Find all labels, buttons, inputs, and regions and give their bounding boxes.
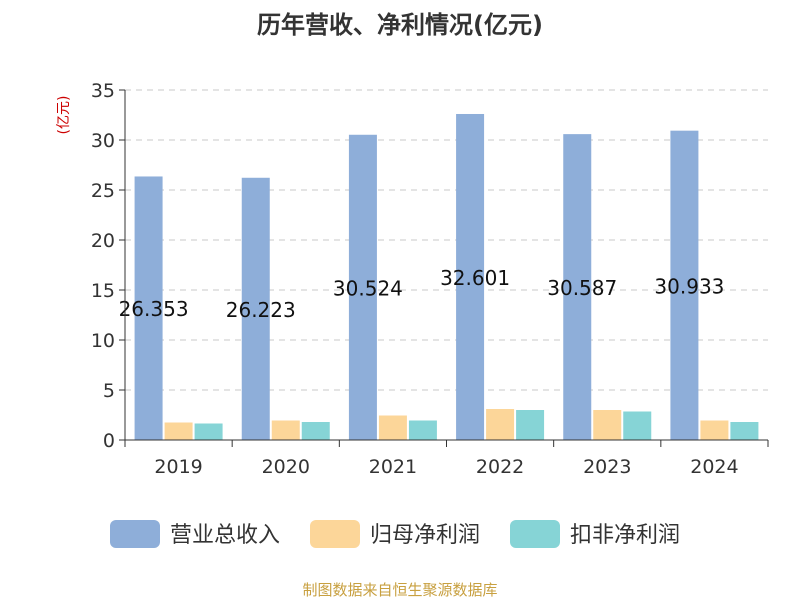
grid-lines bbox=[125, 89, 768, 391]
bar-value-label: 26.223 bbox=[226, 298, 296, 322]
axes: 0 5 10 15 20 25 30 35 2019 2020 2021 2022 2023 2024 bbox=[91, 80, 769, 478]
bar bbox=[164, 422, 193, 440]
bar bbox=[593, 410, 622, 440]
bar bbox=[670, 130, 699, 441]
bar bbox=[194, 423, 223, 440]
legend-label: 归母净利润 bbox=[370, 523, 480, 548]
y-tick-label: 20 bbox=[91, 230, 115, 252]
bar bbox=[408, 420, 437, 440]
y-tick-label: 0 bbox=[103, 430, 115, 452]
x-tick-label: 2019 bbox=[154, 456, 202, 478]
legend-label: 营业总收入 bbox=[170, 523, 280, 548]
bar bbox=[348, 134, 377, 440]
bar bbox=[301, 422, 330, 440]
bar bbox=[730, 422, 759, 440]
bar-value-label: 30.587 bbox=[547, 276, 617, 300]
bar bbox=[271, 420, 300, 440]
bar bbox=[700, 420, 729, 440]
legend-swatch bbox=[510, 520, 560, 548]
x-tick-label: 2022 bbox=[476, 456, 524, 478]
bar bbox=[378, 415, 407, 440]
bar-value-label: 26.353 bbox=[119, 297, 189, 321]
x-tick-label: 2023 bbox=[583, 456, 631, 478]
bar bbox=[516, 410, 545, 440]
chart-title: 历年营收、净利情况(亿元) bbox=[257, 11, 543, 39]
y-tick-label: 25 bbox=[91, 180, 115, 202]
source-note: 制图数据来自恒生聚源数据库 bbox=[302, 581, 497, 599]
y-tick-label: 30 bbox=[91, 130, 115, 152]
bar-value-label: 32.601 bbox=[440, 266, 510, 290]
bar bbox=[486, 409, 515, 440]
bar bbox=[134, 176, 163, 440]
bar bbox=[456, 113, 485, 441]
x-tick-label: 2020 bbox=[262, 456, 310, 478]
legend-swatch bbox=[310, 520, 360, 548]
bar-value-label: 30.933 bbox=[654, 274, 724, 298]
bar bbox=[241, 177, 270, 440]
legend-swatch bbox=[110, 520, 160, 548]
bar bbox=[623, 411, 652, 440]
legend: 营业总收入 归母净利润 扣非净利润 bbox=[110, 520, 680, 548]
y-tick-label: 5 bbox=[103, 380, 115, 402]
x-tick-label: 2024 bbox=[690, 456, 738, 478]
x-tick-label: 2021 bbox=[369, 456, 417, 478]
y-tick-label: 10 bbox=[91, 330, 115, 352]
bars bbox=[134, 113, 759, 441]
data-labels: 26.353 26.223 30.524 32.601 30.587 30.933 bbox=[119, 266, 725, 322]
y-tick-label: 35 bbox=[91, 80, 115, 102]
bar-value-label: 30.524 bbox=[333, 276, 403, 300]
y-axis-label: (亿元) bbox=[56, 96, 72, 135]
legend-label: 扣非净利润 bbox=[570, 523, 680, 548]
y-tick-label: 15 bbox=[91, 280, 115, 302]
bar bbox=[563, 134, 592, 440]
